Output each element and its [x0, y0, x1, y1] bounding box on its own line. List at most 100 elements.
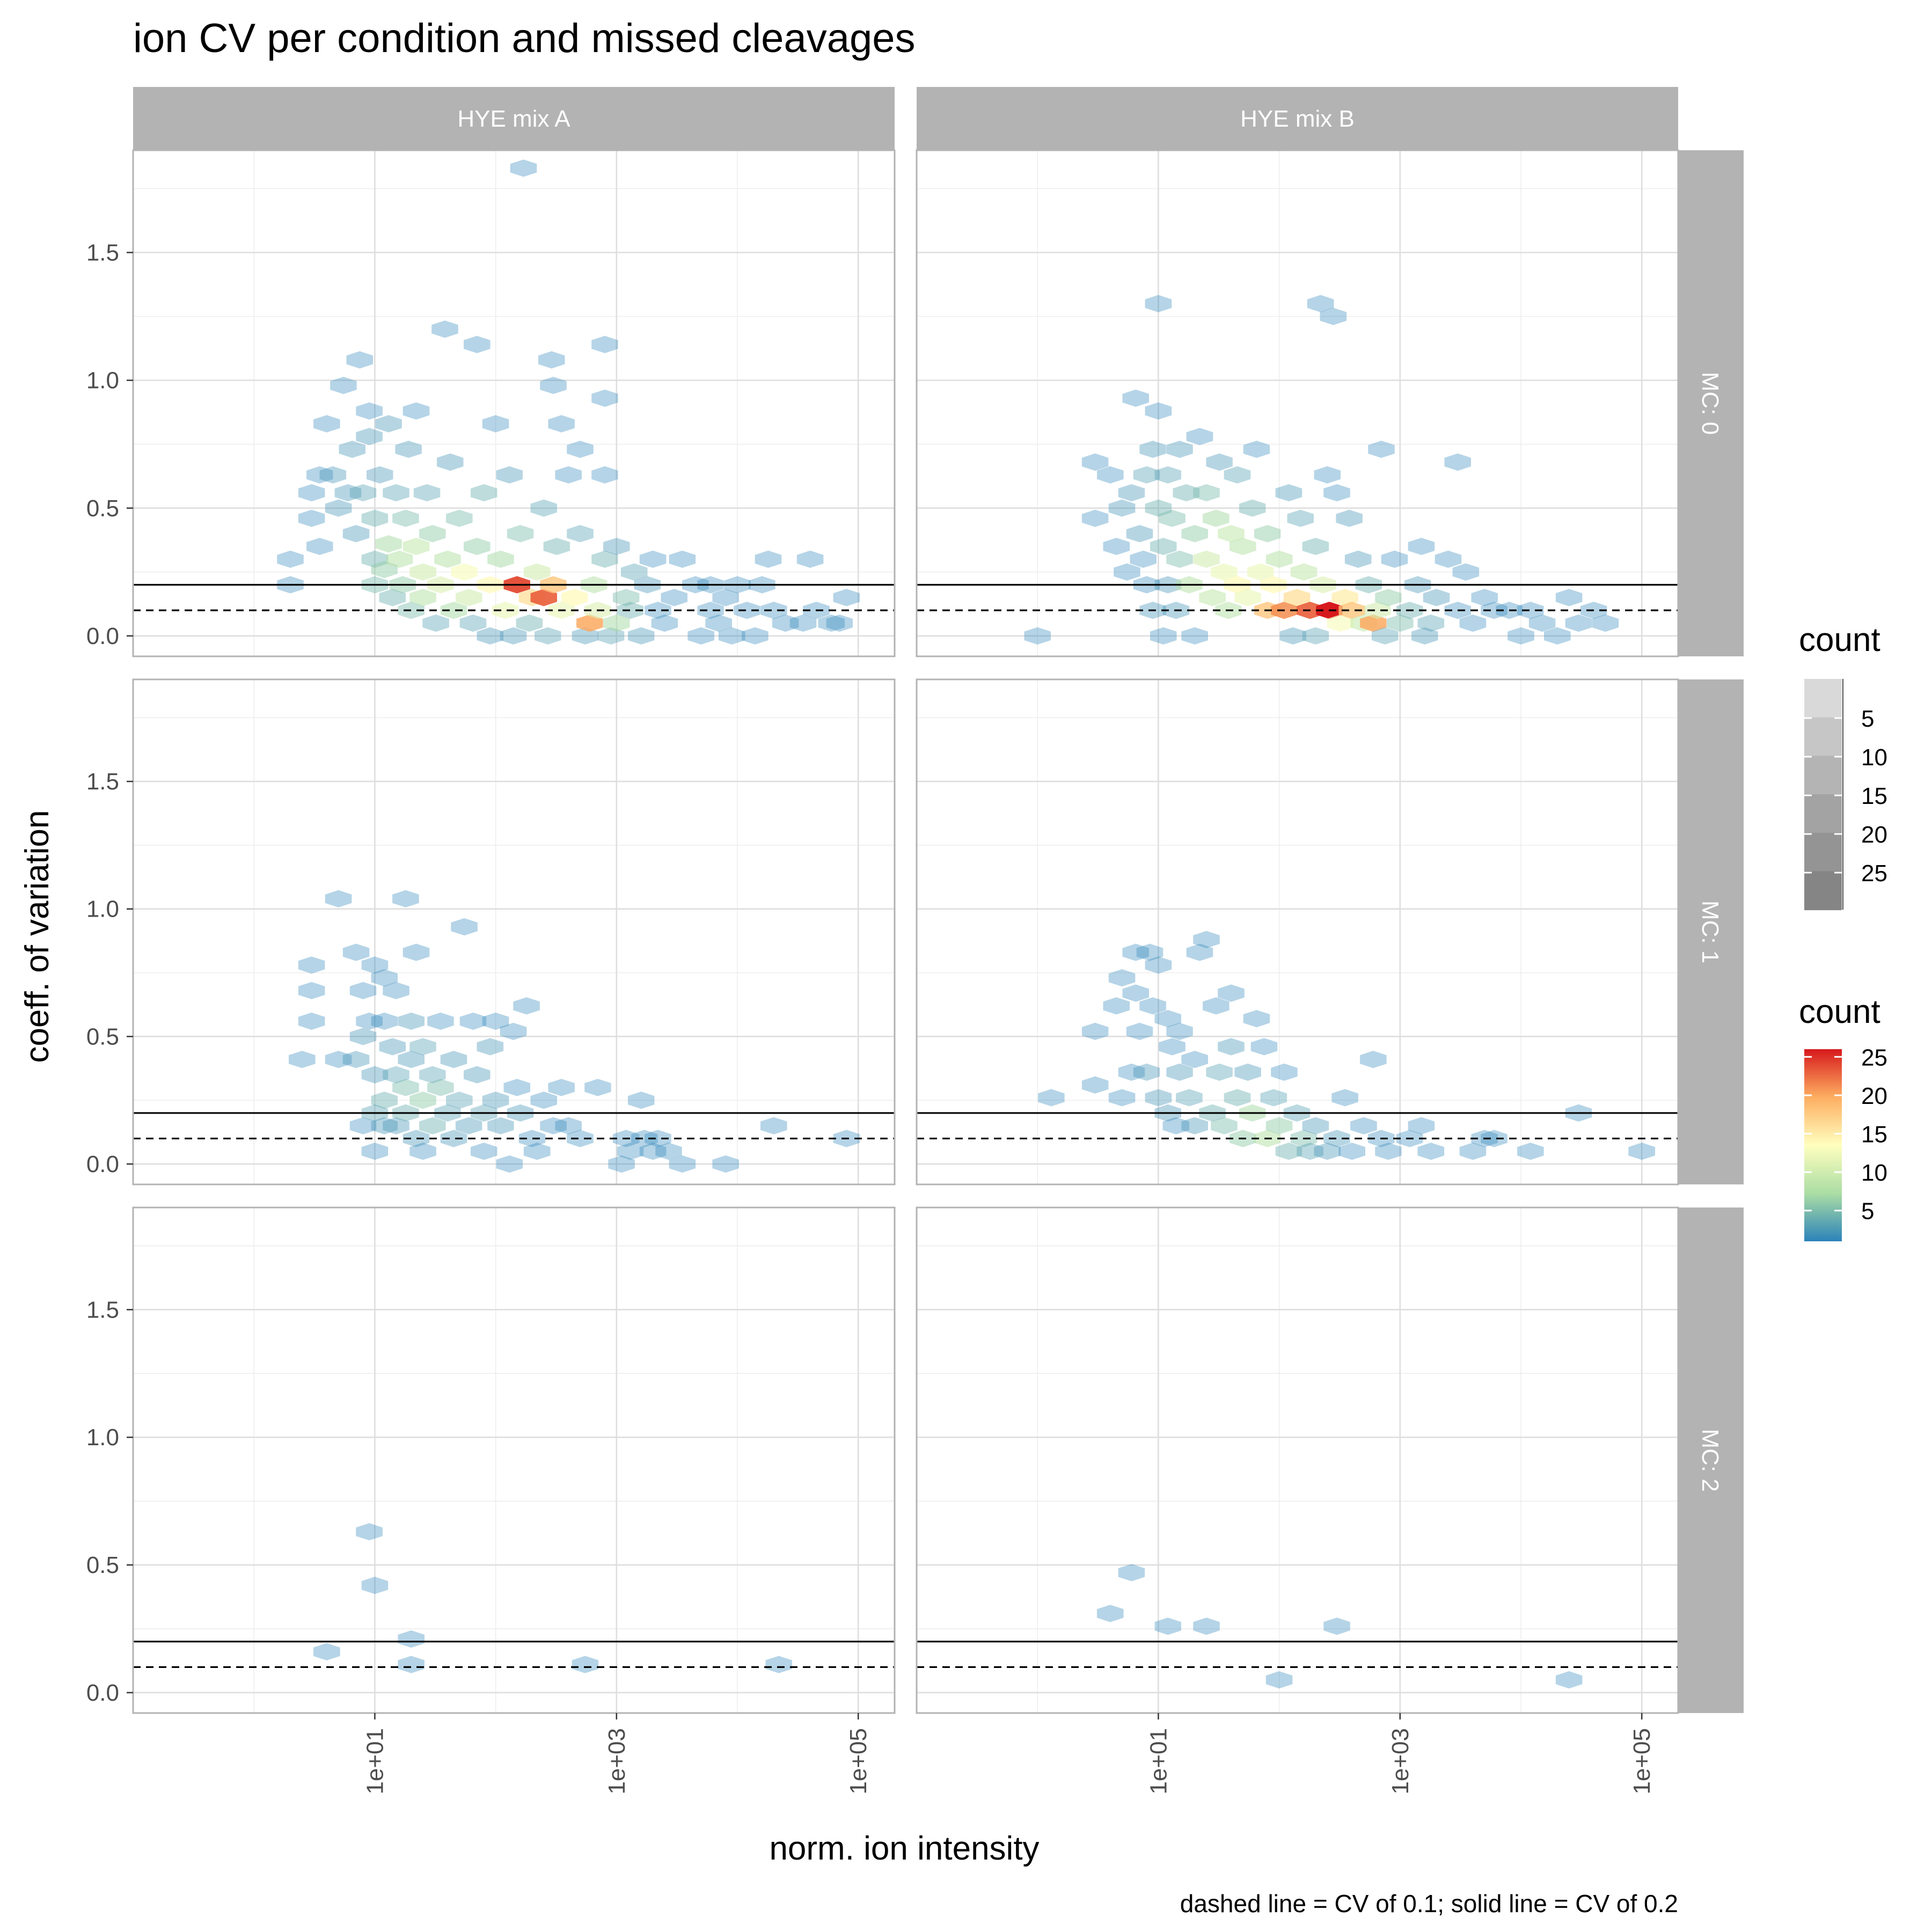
hexbin-cell	[1481, 1130, 1507, 1147]
hexbin-cell	[523, 1143, 551, 1160]
hexbin-cell	[451, 563, 478, 581]
hexbin-cell	[1024, 627, 1051, 645]
x-tick-label: 1e+03	[1387, 1728, 1414, 1795]
hexbin-cell	[1254, 525, 1281, 543]
hexbin-cell	[1150, 538, 1177, 555]
hexbin-cell	[1193, 931, 1220, 948]
hexbin-cell	[1081, 453, 1109, 471]
hexbin-cell	[1145, 499, 1172, 517]
hexbin-cell	[1338, 602, 1365, 619]
hexbin-cell	[612, 589, 640, 606]
hexbin-cell	[306, 466, 333, 484]
legend-color-label: 25	[1861, 1044, 1887, 1071]
hexbin-cell	[1118, 1063, 1145, 1081]
hexbin-cell	[1145, 1089, 1172, 1107]
hexbin-cell	[639, 1143, 667, 1160]
hexbin-cell	[697, 602, 724, 619]
hexbin-cell	[298, 1012, 325, 1030]
hexbin-cell	[1327, 614, 1354, 632]
column-strip-label: HYE mix A	[457, 106, 570, 132]
hexbin-cell	[1471, 589, 1498, 606]
legend-color-label: 20	[1861, 1083, 1887, 1109]
hexbin-cell	[1097, 466, 1124, 484]
hexbin-cell	[772, 614, 799, 632]
hexbin-cell	[1224, 466, 1251, 484]
hexbin-cell	[1230, 538, 1256, 555]
hexbin-cell	[1517, 1143, 1544, 1160]
hexbin-cell	[1371, 627, 1399, 645]
hexbin-cell	[1314, 1143, 1341, 1160]
hexbin-cell	[371, 969, 398, 987]
legend-color-label: 10	[1861, 1160, 1887, 1186]
row-strip-label: MC: 0	[1697, 372, 1723, 435]
hexbin-cell	[765, 1656, 792, 1673]
hexbin-cell	[1314, 466, 1341, 484]
hexbin-cell	[1193, 1618, 1220, 1635]
hexbin-cell	[1265, 550, 1293, 568]
hexbin-cell	[1417, 1143, 1445, 1160]
hexbin-cell	[1181, 1051, 1208, 1069]
hexbin-cell	[628, 1092, 655, 1109]
hexbin-cell	[419, 1117, 446, 1135]
hexbin-cell	[482, 1092, 509, 1109]
hexbin-cell	[1239, 499, 1266, 517]
hexbin-cell	[356, 402, 383, 420]
hexbin-cell	[1368, 441, 1395, 458]
hexbin-cell	[339, 441, 365, 458]
hexbin-cell	[1154, 466, 1181, 484]
legend-alpha-label: 10	[1861, 744, 1887, 771]
y-tick-label: 1.5	[86, 240, 119, 266]
column-strip	[133, 87, 895, 150]
legend-alpha-label: 20	[1861, 822, 1887, 848]
y-tick-label: 0.5	[86, 1552, 119, 1578]
hexbin-cell	[1154, 1618, 1181, 1635]
hexbin-cell	[325, 499, 352, 517]
y-tick-label: 1.0	[86, 1424, 119, 1451]
hexbin-cell	[639, 550, 667, 568]
hexbin-cell	[402, 402, 430, 420]
legend-alpha-swatch	[1804, 871, 1842, 910]
hexbin-cell	[535, 627, 561, 645]
x-axis-title: norm. ion intensity	[769, 1830, 1039, 1867]
hexbin-cell	[567, 1130, 594, 1147]
hexbin-cell	[342, 943, 370, 961]
hexbin-cell	[1114, 563, 1140, 581]
hexbin-cell	[1081, 1076, 1109, 1094]
hexbin-cell	[718, 627, 745, 645]
hexbin-cell	[346, 351, 373, 369]
x-axis-ticks: 1e+01 1e+03 1e+05 1e+01 1e+03 1e+05	[362, 1713, 1655, 1795]
hexbin-cell	[1507, 627, 1534, 645]
hexbin-cell	[1408, 538, 1435, 555]
panel-background	[917, 1208, 1678, 1713]
hexbin-cell	[742, 627, 769, 645]
y-tick-label: 1.5	[86, 1297, 119, 1323]
hexbin-cell	[1203, 997, 1230, 1015]
row-facet-strips: MC: 0 MC: 1 MC: 2	[1678, 150, 1744, 1713]
hexbin-cell	[645, 602, 671, 619]
hexbin-cell	[402, 1130, 430, 1147]
hexbin-cell	[1459, 1143, 1487, 1160]
y-tick-label: 0.0	[86, 623, 119, 649]
hexbin-cell	[349, 982, 377, 999]
hexbin-cell	[712, 1155, 739, 1173]
hexbin-cell	[591, 550, 618, 568]
x-tick-label: 1e+05	[1629, 1728, 1655, 1795]
column-strip	[917, 87, 1678, 150]
hexbin-cell	[375, 535, 402, 553]
hexbin-cell	[1360, 614, 1387, 632]
hexbin-cell	[434, 550, 461, 568]
hexbin-cell	[540, 377, 567, 394]
hexbin-cell	[440, 1130, 467, 1147]
hexbin-cell	[516, 614, 543, 632]
hexbin-cell	[289, 1051, 316, 1069]
hexbin-cell	[1145, 295, 1172, 312]
hexbin-cell	[1159, 1038, 1185, 1056]
hexbin-cell	[1081, 509, 1109, 527]
hexbin-cell	[419, 1066, 446, 1084]
hexbin-cell	[1423, 589, 1450, 606]
hexbin-cell	[567, 441, 594, 458]
hexbin-cell	[591, 466, 618, 484]
hexbin-cell	[1234, 1063, 1261, 1081]
hexbin-cell	[1166, 441, 1193, 458]
column-facet-strips: HYE mix A HYE mix B	[133, 87, 1678, 150]
